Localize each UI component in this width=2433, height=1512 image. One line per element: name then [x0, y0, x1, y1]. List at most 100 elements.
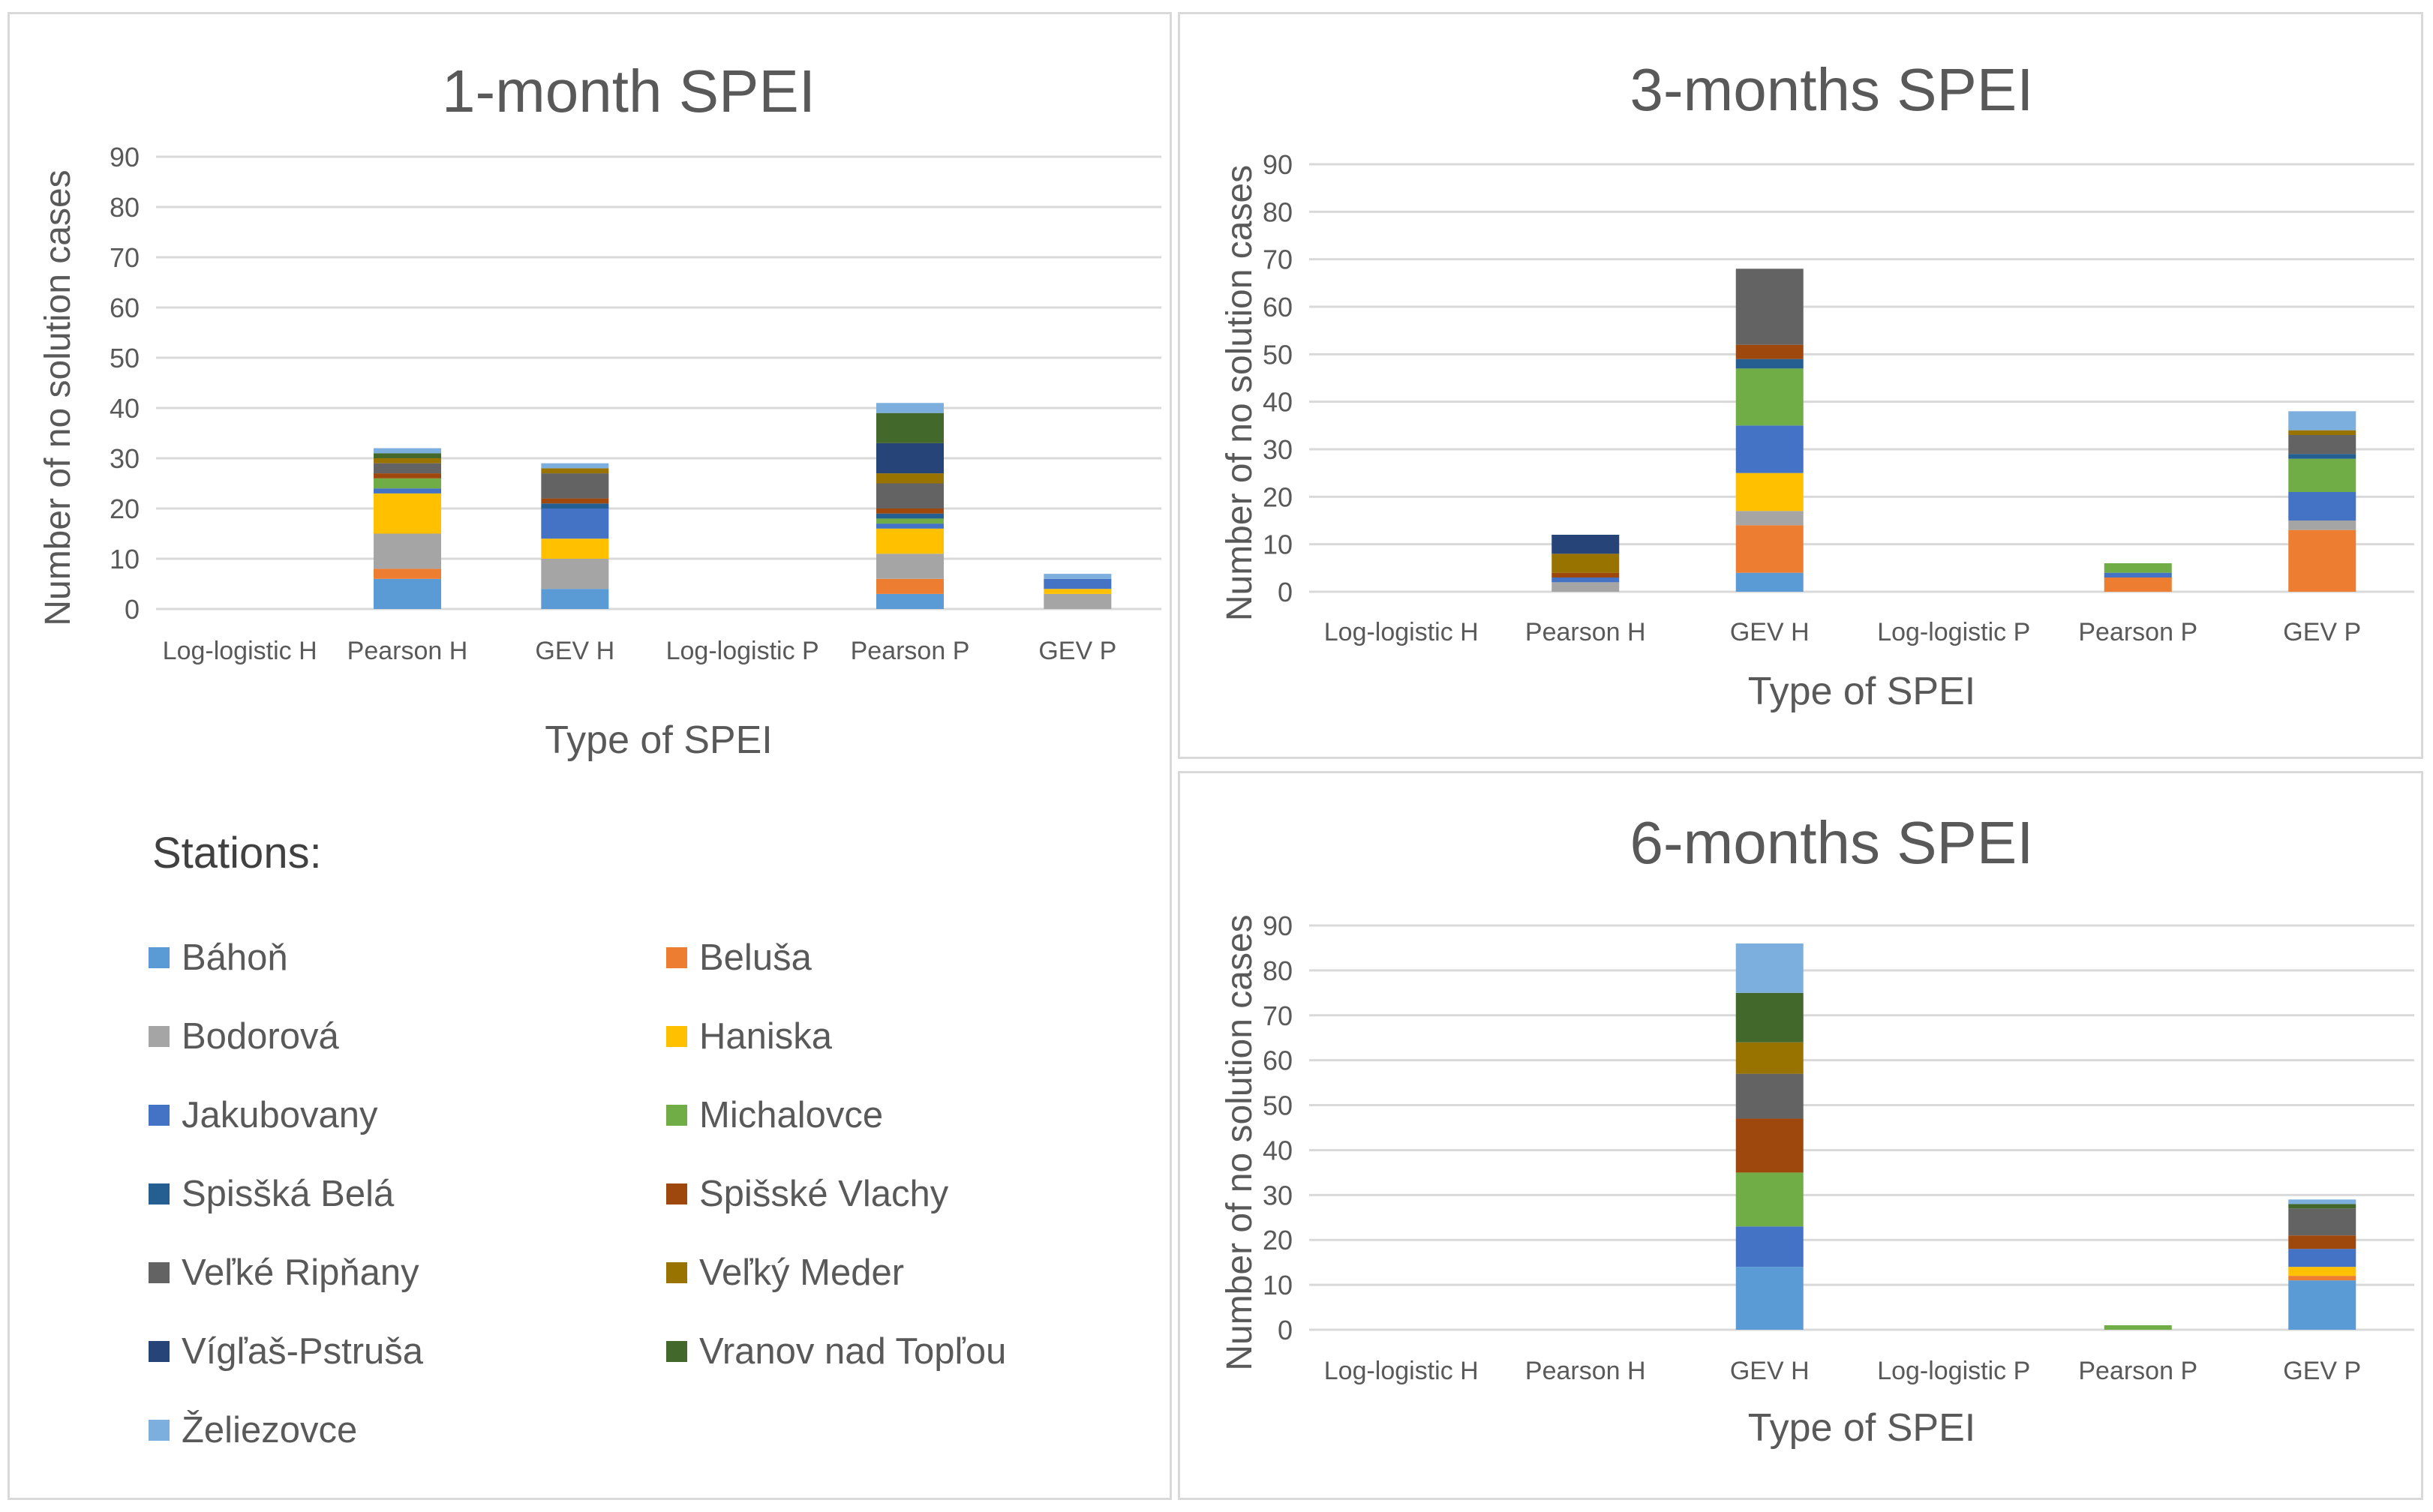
legend-swatch	[666, 1341, 687, 1362]
bar-segment-belusa	[1735, 525, 1804, 573]
bar-segment-spisske-vlachy	[1735, 344, 1804, 359]
legend-item-belusa: Beluša	[666, 937, 812, 979]
y-axis-label: Number of no solution cases	[38, 170, 78, 626]
bar-segment-bahon	[2288, 1280, 2356, 1330]
bar-segment-velke-ripnany	[1735, 268, 1804, 345]
legend-item-bahon: Báhoň	[149, 937, 288, 979]
bar-segment-velke-ripnany	[876, 483, 944, 508]
y-tick-label: 10	[1263, 1270, 1293, 1300]
legend-label: Bodorová	[182, 1016, 339, 1057]
bar-segment-jakubovany	[1735, 1226, 1804, 1268]
x-axis-label: Type of SPEI	[1748, 1406, 1976, 1450]
legend-swatch	[149, 1341, 170, 1362]
bar-segment-velky-meder	[876, 473, 944, 484]
bar-segment-bodorova	[374, 533, 441, 569]
bar-segment-belusa	[876, 578, 944, 594]
legend-item-spisske-vlachy: Spišské Vlachy	[666, 1173, 948, 1215]
x-tick-label: GEV P	[1038, 637, 1116, 665]
x-tick-label: Pearson H	[1525, 618, 1646, 646]
y-tick-label: 0	[125, 594, 140, 625]
x-tick-label: GEV P	[2283, 618, 2361, 646]
x-axis-label: Type of SPEI	[1748, 670, 1976, 713]
y-tick-label: 30	[1263, 1180, 1293, 1210]
legend-item-zeliezovce: Želiezovce	[149, 1409, 357, 1451]
legend-label: Báhoň	[182, 938, 288, 978]
y-tick-label: 20	[1263, 482, 1293, 512]
legend-swatch	[149, 947, 170, 968]
bar-segment-bodorova	[1735, 511, 1804, 526]
bar-segment-bahon	[541, 589, 609, 609]
y-tick-label: 70	[110, 242, 140, 273]
legend-swatch	[149, 1105, 170, 1126]
bar-segment-jakubovany	[2288, 1249, 2356, 1268]
legend-item-vranov-nad-toplou: Vranov nad Topľou	[666, 1330, 1006, 1372]
legend-label: Veľké Ripňany	[182, 1252, 419, 1293]
bar-segment-jakubovany	[2104, 572, 2172, 578]
y-tick-label: 80	[1263, 196, 1293, 227]
legend-swatch	[149, 1420, 170, 1441]
bar-segment-belusa	[2288, 530, 2356, 592]
legend-label: Želiezovce	[182, 1410, 358, 1450]
legend-swatch	[666, 1262, 687, 1283]
y-tick-label: 70	[1263, 1000, 1293, 1031]
legend-label: Spisšká Belá	[182, 1174, 395, 1214]
bar-segment-belusa	[374, 568, 441, 579]
legend-swatch	[149, 1262, 170, 1283]
bar-segment-spisska-bela	[1735, 358, 1804, 369]
x-tick-label: Pearson P	[851, 637, 970, 665]
legend-label: Vranov nad Topľou	[699, 1331, 1007, 1372]
legend-item-velky-meder: Veľký Meder	[666, 1252, 904, 1294]
legend-item-jakubovany: Jakubovany	[149, 1094, 378, 1136]
bar-segment-zeliezovce	[1044, 574, 1112, 579]
bar-segment-haniska	[541, 538, 609, 559]
x-tick-label: Log-logistic P	[666, 637, 819, 665]
y-tick-label: 50	[1263, 339, 1293, 370]
legend-item-michalovce: Michalovce	[666, 1094, 883, 1136]
bar-segment-jakubovany	[374, 488, 441, 494]
y-tick-label: 0	[1278, 577, 1293, 608]
bar-segment-haniska	[374, 493, 441, 534]
bar-segment-velke-ripnany	[2288, 1208, 2356, 1236]
bar-segment-velky-meder	[541, 468, 609, 474]
bar-segment-spisske-vlachy	[2288, 1235, 2356, 1250]
bar-segment-viglas-pstrusa	[876, 442, 944, 474]
legend-item-haniska: Haniska	[666, 1016, 832, 1058]
bar-segment-bodorova	[1551, 582, 1620, 592]
chart-1-month-spei: 1-month SPEI 0 10 20 30 40 50 60 70 80 90 Number of…	[38, 58, 1161, 762]
y-tick-label: 60	[110, 292, 140, 323]
y-tick-label: 20	[110, 494, 140, 524]
y-tick-label: 80	[1263, 956, 1293, 986]
panel-6-months-spei: 6-months SPEI 0 10 20 30 40 50 60 70 80 90 Number o…	[1178, 771, 2423, 1500]
legend-swatch	[149, 1184, 170, 1204]
y-tick-label: 90	[1263, 149, 1293, 180]
bar-segment-jakubovany	[876, 524, 944, 529]
bar-segment-jakubovany	[541, 508, 609, 539]
bar-segment-vranov-nad-toplou	[876, 412, 944, 443]
bar-segment-zeliezovce	[876, 403, 944, 413]
bar-segment-haniska	[1044, 589, 1112, 594]
x-tick-label: Log-logistic H	[1324, 618, 1479, 646]
x-tick-label: GEV P	[2283, 1357, 2361, 1385]
bar-segment-michalovce	[2104, 1325, 2172, 1330]
y-tick-label: 0	[1278, 1315, 1293, 1346]
bar-segment-bodorova	[2288, 520, 2356, 530]
legend-swatch	[666, 1184, 687, 1204]
legend-label: Michalovce	[699, 1095, 884, 1136]
bar-segment-vranov-nad-toplou	[1735, 992, 1804, 1042]
bar-segment-spisske-vlachy	[876, 508, 944, 514]
bar-segment-velke-ripnany	[1735, 1073, 1804, 1119]
legend-item-spisska-bela: Spisšká Belá	[149, 1173, 394, 1215]
bar-segment-bodorova	[876, 554, 944, 579]
y-axis-label: Number of no solution cases	[1220, 914, 1260, 1370]
bar-segment-spisska-bela	[541, 503, 609, 508]
legend-label: Veľký Meder	[699, 1252, 905, 1293]
bar-segment-bahon	[1735, 572, 1804, 592]
panel-1-month-spei: 1-month SPEI 0 10 20 30 40 50 60 70 80 90 Number of…	[8, 12, 1172, 1500]
legend-label: Beluša	[699, 938, 812, 978]
x-tick-label: Pearson H	[1525, 1357, 1646, 1385]
chart-title: 6-months SPEI	[1630, 809, 2033, 876]
bar-segment-velky-meder	[1735, 1042, 1804, 1074]
bar-segment-haniska	[2288, 1267, 2356, 1276]
y-tick-label: 50	[110, 343, 140, 374]
